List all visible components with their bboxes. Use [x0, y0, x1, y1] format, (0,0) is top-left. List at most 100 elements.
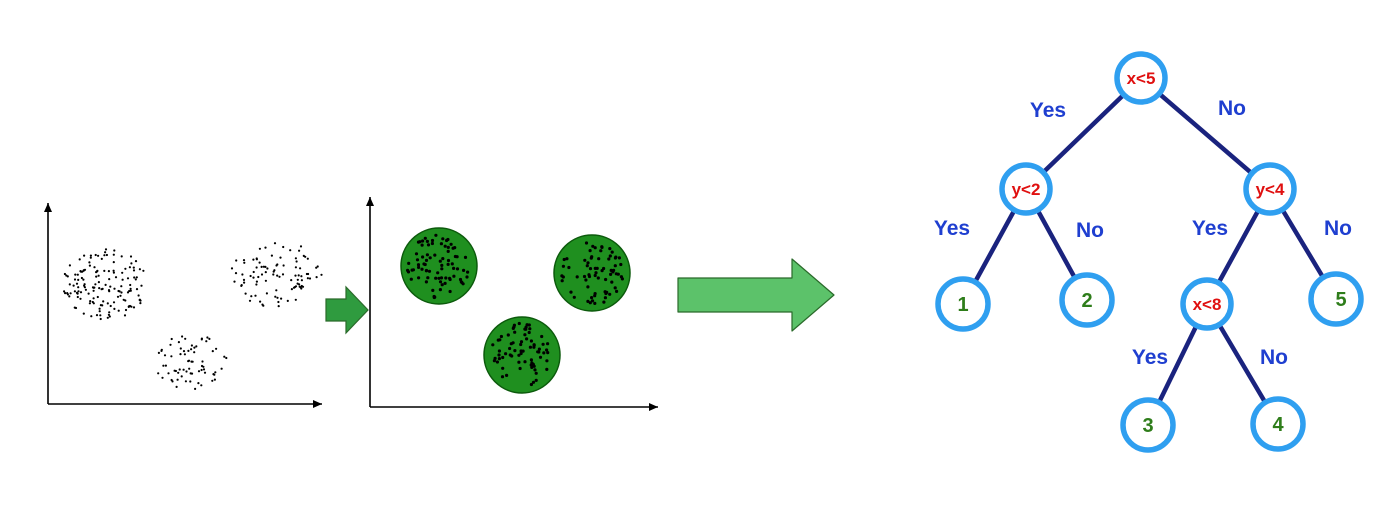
scatter-dot: [501, 355, 505, 360]
scatter-dot: [417, 265, 421, 269]
scatter-dot: [604, 291, 608, 296]
scatter-dot: [258, 261, 261, 264]
scatter-dot: [194, 387, 197, 390]
scatter-dot: [83, 254, 86, 257]
scatter-dot: [233, 280, 236, 283]
scatter-dot: [121, 278, 124, 281]
scatter-dot: [582, 274, 587, 279]
scatter-dot: [519, 349, 523, 353]
scatter-dot: [446, 245, 450, 249]
leaf-ring: [1120, 397, 1176, 453]
scatter-dot: [109, 304, 112, 308]
scatter-dot: [275, 289, 278, 292]
scatter-dot: [300, 275, 303, 278]
scatter-dot: [262, 304, 265, 307]
scatter-dot: [612, 268, 616, 272]
edge-label-no: No: [1324, 217, 1352, 240]
scatter-dot: [491, 343, 495, 347]
scatter-dot: [425, 253, 429, 257]
leaf-label: 4: [1272, 414, 1284, 436]
scatter-dot: [438, 288, 442, 292]
scatter-dot: [244, 292, 247, 295]
scatter-dot: [273, 242, 277, 245]
tree-leaf-2: 2: [1059, 272, 1115, 328]
scatter-dot: [588, 301, 592, 305]
scatter-dot: [208, 337, 211, 340]
scatter-dot: [590, 296, 594, 300]
scatter-dot: [512, 323, 517, 327]
clustered-point-cloud: [406, 233, 625, 387]
scatter-dot: [184, 380, 187, 383]
scatter-dot: [276, 274, 279, 277]
scatter-dot: [409, 277, 413, 281]
scatter-dot: [600, 245, 604, 249]
scatter-dot: [82, 312, 85, 315]
scatter-dot: [104, 251, 107, 254]
scatter-dot: [545, 367, 549, 371]
scatter-dot: [607, 257, 611, 261]
scatter-dot: [546, 351, 550, 355]
scatter-dot: [102, 300, 105, 303]
scatter-dot: [613, 256, 618, 260]
scatter-dot: [162, 364, 165, 367]
scatter-dot: [289, 249, 292, 252]
scatter-dot: [183, 353, 186, 356]
scatter-dot: [453, 254, 457, 259]
scatter-dot: [95, 314, 99, 317]
scatter-dot: [112, 253, 115, 256]
scatter-dot: [594, 271, 598, 275]
scatter-dot: [306, 257, 309, 260]
scatter-dot: [604, 277, 608, 282]
scatter-dot: [452, 266, 456, 270]
scatter-dot: [434, 276, 438, 280]
scatter-dot: [495, 360, 499, 364]
tree-node-rightleft: x<8: [1180, 277, 1234, 331]
scatter-dot: [451, 246, 455, 250]
scatter-dot: [508, 346, 512, 351]
scatter-dot: [138, 298, 141, 301]
scatter-dot: [282, 245, 285, 249]
scatter-dot: [97, 254, 100, 257]
scatter-dot: [411, 268, 415, 272]
scatter-dot: [500, 375, 505, 379]
scatter-dot: [112, 301, 116, 304]
scatter-dot: [255, 266, 258, 269]
scatter-dot: [315, 266, 318, 269]
scatter-dot: [424, 258, 429, 262]
scatter-dot: [534, 371, 538, 375]
scatter-dot: [407, 261, 411, 265]
scatter-dot: [583, 258, 587, 262]
scatter-dot: [593, 246, 597, 250]
scatter-dot: [575, 275, 579, 279]
scatter-dot: [565, 257, 569, 261]
scatter-dot: [258, 247, 261, 250]
scatter-dot: [249, 274, 252, 278]
scatter-dot: [252, 276, 255, 279]
scatter-dot: [441, 257, 445, 261]
tree-leaf-3: 3: [1120, 397, 1176, 453]
scatter-dot: [108, 311, 111, 314]
edge-label-yes: Yes: [1132, 346, 1168, 369]
scatter-dot: [132, 306, 136, 309]
scatter-dot: [94, 253, 97, 257]
tree-edges: [960, 75, 1339, 428]
scatter-dot: [191, 360, 194, 363]
scatter-dot: [79, 297, 82, 300]
leaf-label: 3: [1142, 415, 1153, 437]
scatter-dot: [112, 261, 115, 264]
scatter-dot: [276, 296, 279, 299]
scatter-dot: [540, 334, 544, 339]
scatter-dot: [260, 273, 264, 276]
scatter-dot: [277, 300, 280, 304]
scatter-dot: [531, 380, 536, 384]
scatter-dot: [513, 330, 517, 334]
scatter-dot: [619, 262, 623, 267]
scatter-dot: [560, 274, 564, 278]
scatter-dot: [302, 254, 305, 257]
scatter-dot: [98, 310, 101, 313]
scatter-dot: [511, 341, 515, 345]
scatter-dot: [513, 349, 517, 353]
scatter-dot: [406, 268, 410, 272]
scatter-dot: [295, 260, 298, 263]
scatter-dot: [107, 270, 110, 273]
